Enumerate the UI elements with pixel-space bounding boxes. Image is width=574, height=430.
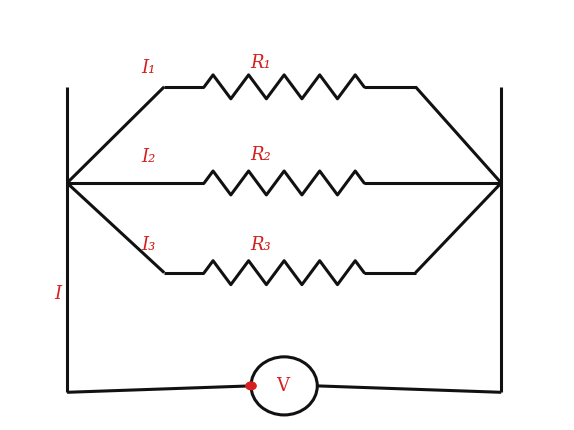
Text: R₃: R₃	[250, 236, 270, 254]
Text: R₁: R₁	[250, 54, 270, 72]
Text: I₂: I₂	[141, 148, 156, 166]
Text: I: I	[55, 285, 61, 303]
Text: V: V	[277, 377, 289, 395]
Text: I₁: I₁	[141, 58, 156, 77]
Text: R₂: R₂	[250, 146, 270, 164]
Text: I₃: I₃	[141, 236, 156, 254]
Circle shape	[246, 382, 256, 390]
